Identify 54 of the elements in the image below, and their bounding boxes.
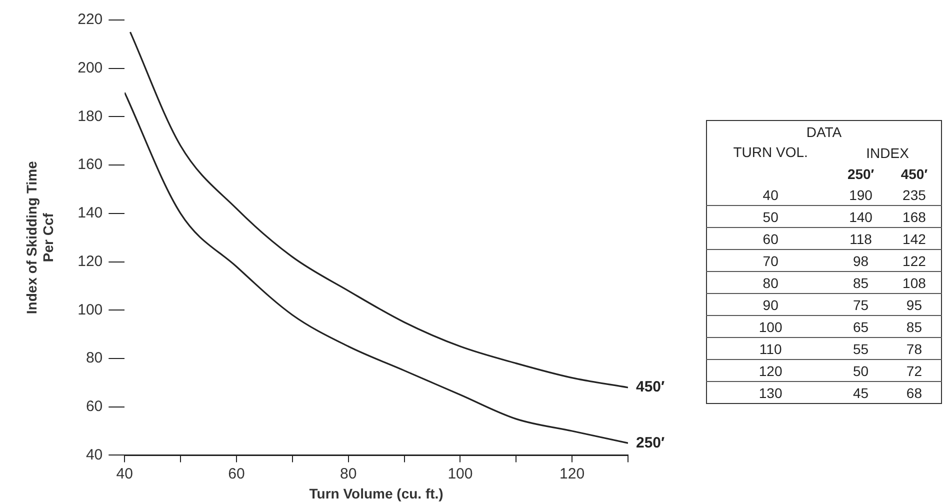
y-tick-label: 200 — [78, 59, 103, 76]
text: 95 — [887, 294, 942, 316]
x-tick-label: 120 — [560, 465, 585, 482]
y-tick-label: 220 — [78, 11, 103, 28]
text: 75 — [834, 294, 888, 316]
text: 50 — [834, 360, 888, 382]
text: 40 — [762, 186, 780, 204]
y-tick-label: 180 — [78, 108, 103, 125]
text: 142 — [887, 228, 942, 250]
y-tick-label: 40 — [86, 446, 103, 464]
text: DATA — [805, 122, 843, 142]
text: 168 — [887, 206, 942, 228]
text: 55 — [834, 338, 888, 360]
text: 80 — [706, 272, 834, 294]
text: TURN VOL. — [732, 143, 809, 162]
text: 70 — [706, 250, 834, 272]
x-tick-label: 60 — [228, 465, 245, 482]
x-tick-label: 80 — [340, 465, 357, 482]
y-tick-label: 140 — [78, 204, 103, 222]
text: INDEX — [865, 144, 910, 162]
text: 130 — [706, 382, 834, 404]
text: 190 — [848, 186, 874, 204]
series-label: 250′ — [636, 434, 666, 452]
y-tick-label: 60 — [86, 398, 103, 415]
text: 140 — [834, 206, 888, 228]
y-axis-title: Index of Skidding Time Per Ccf — [23, 160, 56, 314]
text: 78 — [887, 338, 942, 360]
text: 68 — [887, 382, 942, 404]
text: 85 — [834, 272, 888, 294]
y-tick-label: 160 — [78, 156, 103, 174]
text: 98 — [834, 250, 888, 272]
text: 110 — [706, 338, 834, 360]
x-tick-label: 100 — [448, 465, 473, 482]
text: 60 — [706, 228, 834, 250]
text: 100 — [706, 316, 834, 338]
text: 50 — [706, 206, 834, 228]
x-tick-label: 40 — [116, 465, 133, 482]
text: 85 — [887, 316, 942, 338]
text: 250′ — [846, 164, 876, 184]
x-axis-title: Turn Volume (cu. ft.) — [309, 485, 444, 502]
y-tick-label: 120 — [78, 252, 103, 270]
text: 235 — [902, 186, 927, 204]
text: 65 — [834, 316, 888, 338]
y-tick-label: 100 — [78, 301, 103, 318]
y-tick-label: 80 — [86, 350, 103, 367]
series-label: 450′ — [636, 378, 666, 396]
text: 45 — [834, 382, 888, 404]
text: 122 — [887, 250, 942, 272]
text: 120 — [706, 360, 834, 382]
text: 118 — [834, 228, 888, 250]
text: 72 — [887, 360, 942, 382]
text: 450′ — [900, 164, 929, 184]
text: 108 — [887, 272, 942, 294]
text: 90 — [706, 294, 834, 316]
